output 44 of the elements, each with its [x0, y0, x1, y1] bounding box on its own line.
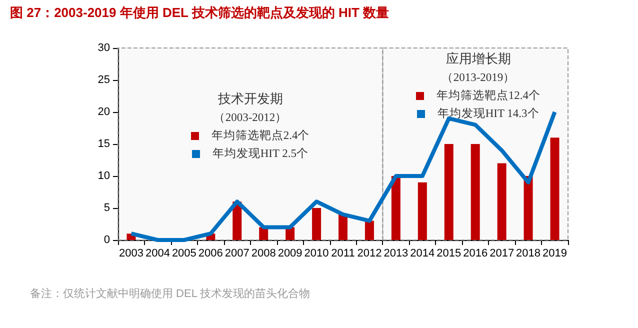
x-tick-label: 2008 — [251, 248, 276, 260]
bar — [418, 182, 427, 240]
bar — [444, 144, 454, 240]
x-tick-label: 2013 — [384, 248, 408, 260]
x-tick-label: 2003 — [118, 248, 144, 260]
y-tick-label: 15 — [98, 138, 110, 150]
annotation: 年均筛选靶点12.4个 — [435, 88, 540, 103]
bar — [338, 214, 348, 240]
annotation: （2003-2012） — [213, 111, 288, 125]
bar — [312, 208, 322, 240]
band-label: 技术开发期 — [218, 90, 283, 108]
x-tick-label: 2011 — [331, 248, 355, 260]
x-tick-label: 2017 — [490, 248, 514, 260]
x-tick-label: 2010 — [304, 248, 329, 260]
chart-title: 图 27：2003-2019 年使用 DEL 技术筛选的靶点及发现的 HIT 数量 — [10, 4, 390, 22]
x-tick-label: 2015 — [436, 248, 462, 260]
x-tick-label: 2019 — [542, 248, 568, 260]
bar — [497, 163, 506, 240]
x-tick-label: 2018 — [516, 248, 541, 260]
y-tick-label: 20 — [98, 106, 110, 118]
annotation: （2013-2019） — [441, 71, 516, 85]
band-label: 应用增长期 — [446, 50, 511, 68]
x-tick-label: 2012 — [357, 248, 382, 260]
x-tick-label: 2014 — [410, 248, 435, 260]
x-tick-label: 2006 — [198, 248, 223, 260]
bar — [470, 144, 480, 240]
text: 备注：仅统计文献中明确使用 DEL 技术发现的苗头化合物 — [30, 286, 310, 301]
bar — [524, 176, 533, 240]
annotation: 年均发现HIT 2.5个 — [211, 146, 309, 161]
y-tick-label: 10 — [98, 170, 110, 182]
y-tick-label: 0 — [104, 234, 110, 246]
annotation: 年均发现HIT 14.3个 — [436, 106, 540, 121]
y-tick-label: 30 — [98, 42, 110, 54]
x-tick-label: 2004 — [145, 248, 170, 260]
bar — [364, 220, 374, 240]
x-tick-label: 2009 — [278, 248, 302, 260]
y-tick-label: 25 — [98, 74, 110, 86]
annotation: 年均筛选靶点2.4个 — [210, 128, 310, 143]
x-tick-label: 2016 — [463, 248, 488, 260]
y-tick-label: 5 — [104, 202, 110, 214]
bar — [550, 138, 560, 240]
x-tick-label: 2005 — [172, 248, 196, 260]
x-tick-label: 2007 — [224, 248, 250, 260]
bar — [391, 176, 400, 240]
